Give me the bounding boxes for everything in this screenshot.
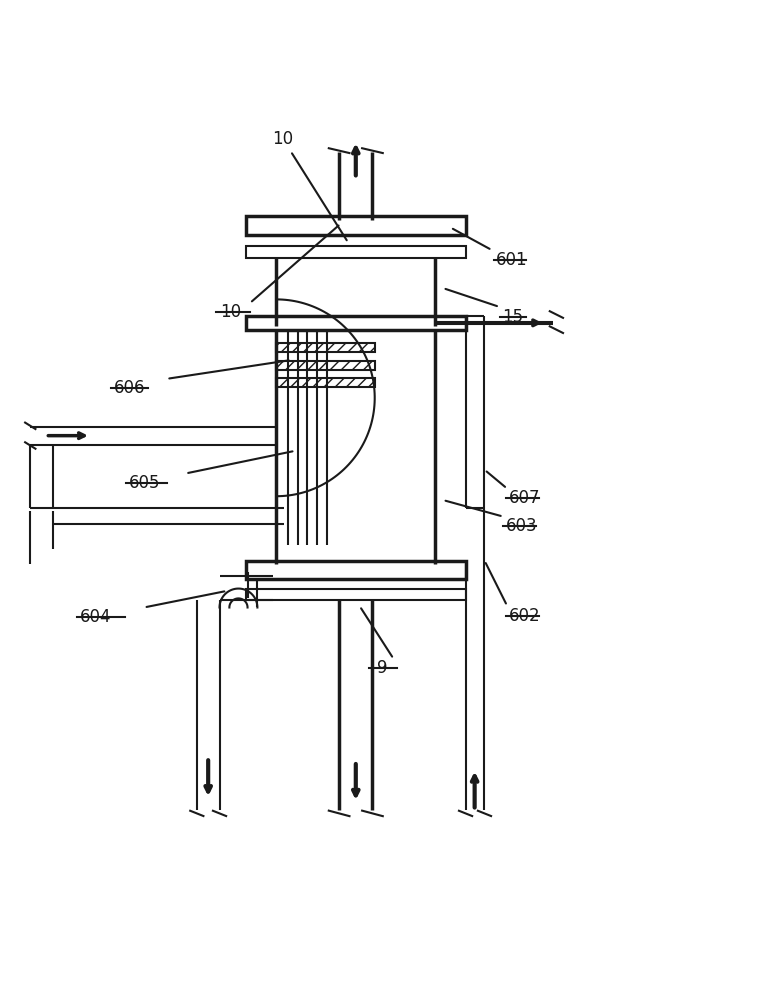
Text: 606: 606 — [114, 379, 145, 397]
Text: 10: 10 — [220, 303, 241, 321]
Bar — [276, 361, 375, 370]
Bar — [246, 561, 466, 579]
Text: 603: 603 — [506, 517, 537, 535]
Bar — [246, 216, 466, 235]
Bar — [246, 246, 466, 258]
Text: 604: 604 — [79, 608, 111, 626]
Bar — [276, 343, 375, 352]
Text: 15: 15 — [502, 308, 523, 326]
Text: 601: 601 — [496, 251, 528, 269]
Text: 605: 605 — [129, 474, 160, 492]
Bar — [246, 316, 466, 330]
Bar — [246, 589, 466, 600]
Bar — [276, 378, 375, 387]
Text: 9: 9 — [377, 659, 388, 677]
Text: 607: 607 — [509, 489, 540, 507]
Text: 10: 10 — [273, 130, 347, 240]
Text: 602: 602 — [509, 607, 540, 625]
